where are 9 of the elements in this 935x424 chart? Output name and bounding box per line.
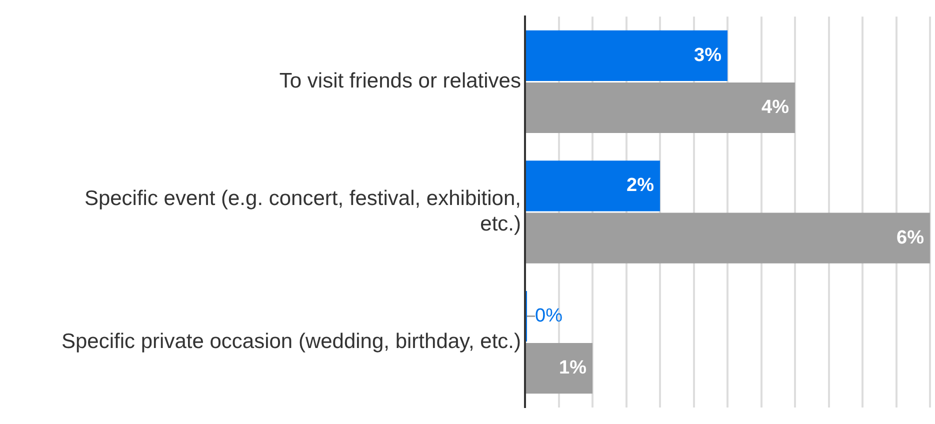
- y-tick-label: Specific private occasion (wedding, birthday, etc.): [62, 330, 521, 354]
- data-label: 4%: [762, 97, 790, 118]
- y-tick-label: To visit friends or relatives: [279, 70, 521, 93]
- y-tick-label: Specific event (e.g. concert, festival, exhibition, etc.): [84, 187, 521, 236]
- data-label: 1%: [559, 358, 587, 379]
- data-label: 6%: [896, 227, 924, 248]
- data-label: 2%: [626, 175, 654, 196]
- data-label: 3%: [694, 44, 722, 66]
- data-label: 0%: [535, 305, 563, 326]
